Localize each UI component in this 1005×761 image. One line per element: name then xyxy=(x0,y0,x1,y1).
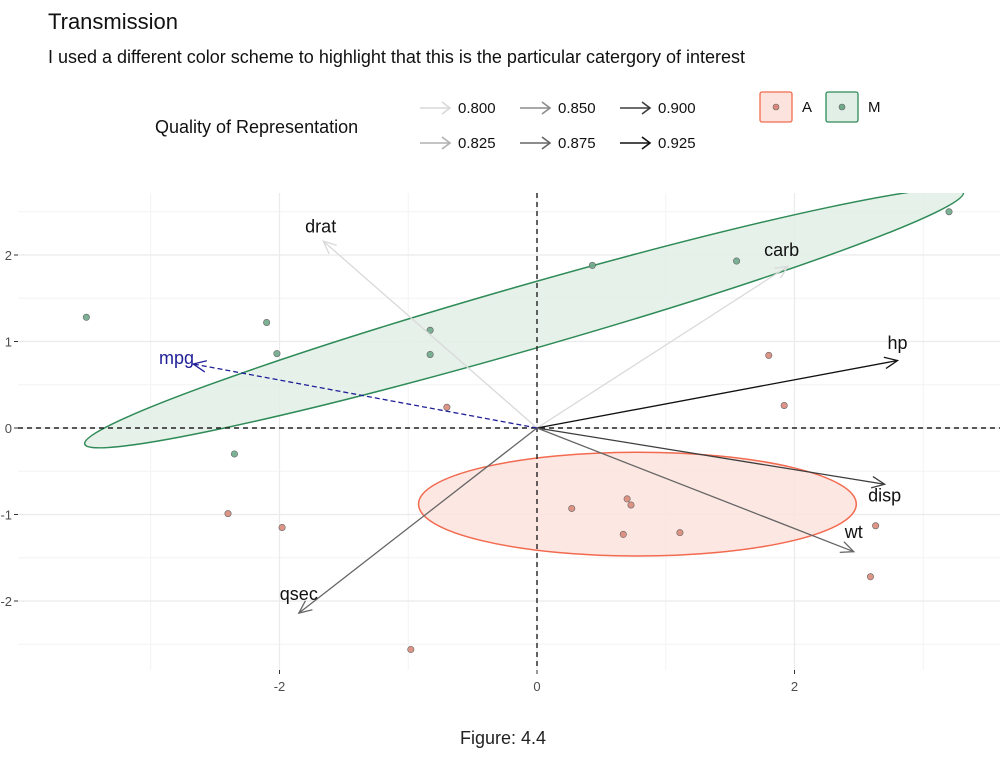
x-tick-label: -2 xyxy=(274,679,286,694)
reference-lines xyxy=(18,193,1000,670)
quality-key-0.825: 0.825 xyxy=(420,135,496,152)
group-key-M: M xyxy=(825,91,881,123)
point-M xyxy=(273,350,281,358)
vector-label-carb: carb xyxy=(764,240,799,260)
variable-vectors xyxy=(191,240,900,615)
chart-subtitle: I used a different color scheme to highl… xyxy=(48,47,745,67)
vector-disp xyxy=(536,427,887,489)
vector-label-hp: hp xyxy=(887,333,907,353)
point-A xyxy=(765,351,773,359)
quality-legend-keys: 0.800 0.825 0.850 0.875 0.900 0.925 xyxy=(420,100,696,152)
quality-key-arrow xyxy=(441,101,452,115)
vector-line xyxy=(536,427,885,485)
quality-key-arrow xyxy=(541,101,552,115)
vector-arrowhead xyxy=(870,476,887,489)
quality-key-label: 0.925 xyxy=(658,135,696,152)
quality-key-0.875: 0.875 xyxy=(520,135,596,152)
vector-line xyxy=(298,427,538,614)
vector-line xyxy=(536,359,898,429)
group-key-point xyxy=(772,103,780,111)
chart-title: Transmission xyxy=(48,9,178,34)
vector-label-qsec: qsec xyxy=(280,584,318,604)
x-tick-label: 0 xyxy=(533,679,540,694)
x-tick-label: 2 xyxy=(791,679,798,694)
point-A xyxy=(872,522,880,530)
vector-qsec xyxy=(297,427,538,615)
y-tick-label: 2 xyxy=(5,248,12,263)
point-M xyxy=(82,313,90,321)
group-key-point xyxy=(838,103,846,111)
quality-key-0.900: 0.900 xyxy=(620,100,696,117)
confidence-ellipses xyxy=(83,193,965,557)
quality-key-label: 0.850 xyxy=(558,100,596,117)
group-key-label: M xyxy=(868,99,881,116)
quality-key-label: 0.800 xyxy=(458,100,496,117)
vector-drat xyxy=(322,240,538,429)
vector-line xyxy=(536,427,854,553)
y-tick-label: -2 xyxy=(0,594,12,609)
quality-key-arrow xyxy=(641,136,652,150)
point-A xyxy=(407,645,415,653)
point-A xyxy=(443,403,451,411)
axis-ticks: -2 -1 0 1 2 -2 0 2 xyxy=(0,248,798,694)
y-tick-label: 0 xyxy=(5,421,12,436)
vector-line xyxy=(536,265,789,429)
vector-mpg xyxy=(191,360,538,429)
vector-label-drat: drat xyxy=(305,216,336,236)
y-tick-label: 1 xyxy=(5,335,12,350)
vector-arrowhead xyxy=(297,600,313,615)
vector-label-mpg: mpg xyxy=(159,348,194,368)
point-A xyxy=(676,529,684,537)
point-M xyxy=(426,350,434,358)
vector-arrowhead xyxy=(883,356,900,370)
quality-key-label: 0.825 xyxy=(458,135,496,152)
ellipse-M xyxy=(83,193,965,449)
vector-wt xyxy=(536,427,856,554)
legend: Quality of Representation 0.800 0.825 0.85… xyxy=(155,91,881,152)
vector-arrowhead xyxy=(191,360,208,373)
point-A xyxy=(619,530,627,538)
y-tick-label: -1 xyxy=(0,508,12,523)
quality-key-0.850: 0.850 xyxy=(520,100,596,117)
vector-label-disp: disp xyxy=(868,485,901,505)
group-key-A: A xyxy=(759,91,812,123)
vector-arrowhead xyxy=(839,541,856,554)
vector-arrowhead xyxy=(322,240,337,255)
point-A xyxy=(623,495,631,503)
quality-key-0.800: 0.800 xyxy=(420,100,496,117)
point-A xyxy=(866,573,874,581)
quality-key-0.925: 0.925 xyxy=(620,135,696,152)
vector-line xyxy=(322,240,538,429)
vector-hp xyxy=(536,356,900,429)
point-M xyxy=(588,261,596,269)
quality-key-label: 0.900 xyxy=(658,100,696,117)
point-A xyxy=(780,402,788,410)
vector-carb xyxy=(536,265,790,429)
group-key-label: A xyxy=(802,99,812,116)
point-A xyxy=(627,501,635,509)
point-M xyxy=(945,208,953,216)
point-M xyxy=(733,257,741,265)
point-M xyxy=(263,318,271,326)
quality-legend-title: Quality of Representation xyxy=(155,117,358,137)
point-A xyxy=(224,510,232,518)
quality-key-label: 0.875 xyxy=(558,135,596,152)
quality-key-arrow xyxy=(641,101,652,115)
vector-line xyxy=(193,363,538,429)
vector-arrowhead xyxy=(774,265,790,279)
point-A xyxy=(278,523,286,531)
point-A xyxy=(568,504,576,512)
vector-label-wt: wt xyxy=(844,522,863,542)
point-M xyxy=(230,450,238,458)
ellipse-A xyxy=(417,451,858,557)
quality-key-arrow xyxy=(541,136,552,150)
point-M xyxy=(426,326,434,334)
quality-key-arrow xyxy=(441,136,452,150)
data-points xyxy=(82,208,953,653)
figure-caption: Figure: 4.4 xyxy=(460,728,546,748)
